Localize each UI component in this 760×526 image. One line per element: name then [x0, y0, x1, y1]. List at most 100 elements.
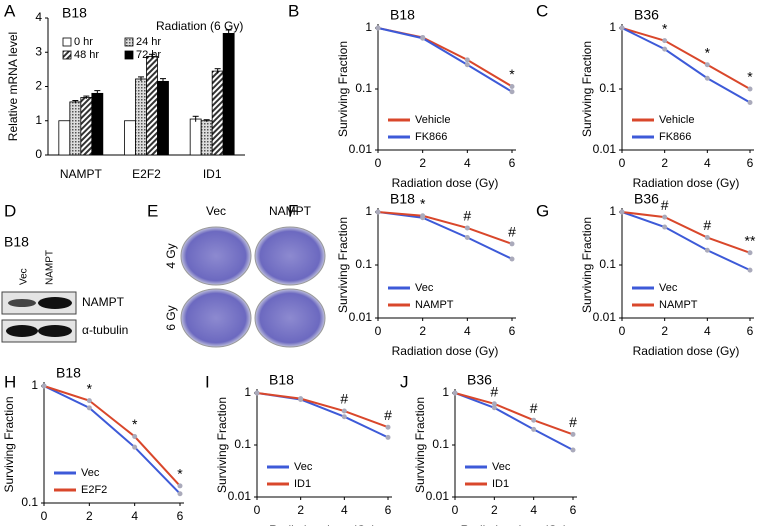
chart-title: B36: [634, 7, 659, 23]
x-tick-label: 0: [375, 324, 382, 338]
y-tick-label: 0.1: [432, 437, 449, 451]
point: [420, 213, 426, 219]
chart-title: B18: [390, 191, 415, 207]
lane-label: Vec: [19, 268, 30, 285]
point: [747, 100, 753, 106]
bar: [157, 80, 169, 156]
annotation: *: [177, 466, 183, 482]
x-tick-label: 6: [177, 509, 184, 523]
annotation: #: [661, 197, 669, 213]
annotation: #: [508, 224, 516, 240]
point: [385, 434, 391, 440]
dish: [180, 288, 252, 348]
x-axis-label: Radiation dose (Gy): [392, 344, 499, 358]
point: [375, 25, 381, 31]
point: [662, 46, 668, 52]
x-tick-label: 6: [570, 503, 577, 517]
series-line: [621, 27, 751, 104]
point: [464, 62, 470, 68]
point: [747, 250, 753, 256]
point: [509, 241, 515, 247]
annotation: #: [463, 208, 471, 224]
legend-swatch: [124, 37, 134, 47]
chart-title: B18: [56, 365, 81, 381]
point: [464, 235, 470, 241]
y-tick-label: 1: [35, 113, 42, 127]
panel-letter: C: [536, 1, 548, 20]
point: [86, 405, 92, 411]
series-line: [256, 392, 389, 439]
chart-title: B36: [467, 372, 492, 388]
x-tick-label: 2: [491, 503, 498, 517]
y-tick-label: 0.1: [599, 257, 616, 271]
x-tick-label: ID1: [203, 167, 222, 181]
x-tick-label: 2: [661, 156, 668, 170]
legend-label: Vec: [81, 467, 100, 479]
legend-swatch: [124, 50, 134, 60]
panel-letter: A: [4, 1, 16, 20]
point: [704, 247, 710, 253]
y-axis-label: Surviving Fraction: [413, 397, 427, 493]
x-tick-label: 4: [131, 509, 138, 523]
series-line: [377, 27, 513, 88]
point: [704, 62, 710, 68]
legend-label: ID1: [492, 478, 509, 490]
x-tick-label: 0: [452, 503, 459, 517]
x-tick-label: 2: [661, 324, 668, 338]
point: [531, 417, 537, 423]
blot-band: [8, 299, 36, 307]
x-tick-label: E2F2: [132, 167, 161, 181]
series-line: [256, 392, 389, 429]
y-tick-label: 0.1: [21, 495, 38, 509]
x-tick-label: 4: [464, 156, 471, 170]
chart-title: B18: [269, 372, 294, 388]
point: [177, 483, 183, 489]
point: [86, 398, 92, 404]
series-line: [377, 27, 513, 93]
series-line: [377, 211, 513, 245]
y-axis-label: Surviving Fraction: [580, 217, 594, 313]
y-axis-label: Surviving Fraction: [336, 217, 350, 313]
point: [254, 390, 260, 396]
annotation: #: [703, 217, 711, 233]
point: [298, 396, 304, 402]
y-tick-label: 0.01: [349, 310, 373, 324]
annotation: *: [662, 20, 668, 36]
bar: [69, 101, 82, 156]
point: [704, 75, 710, 81]
annotation: *: [509, 66, 515, 82]
series-line: [43, 385, 181, 495]
x-tick-label: 4: [464, 324, 471, 338]
legend-label: 48 hr: [74, 49, 99, 61]
x-tick-label: 6: [747, 324, 754, 338]
column-label: NAMPT: [269, 204, 312, 218]
panel-letter: F: [288, 201, 298, 220]
annotation: *: [87, 380, 93, 396]
point: [570, 431, 576, 437]
series-line: [621, 211, 751, 272]
panel-letter: E: [147, 201, 158, 220]
point: [491, 405, 497, 411]
point: [570, 447, 576, 453]
legend-label: Vec: [294, 461, 313, 473]
point: [747, 267, 753, 273]
series-line: [621, 211, 751, 254]
x-tick-label: 0: [619, 324, 626, 338]
y-tick-label: 0.01: [426, 489, 450, 503]
x-axis-label: Radiation dose (Gy): [461, 523, 568, 526]
point: [177, 491, 183, 497]
point: [385, 424, 391, 430]
y-axis-label: Surviving Fraction: [215, 397, 229, 493]
bar: [200, 120, 213, 156]
legend-label: 0 hr: [74, 36, 93, 48]
y-tick-label: 2: [35, 79, 42, 93]
point: [509, 89, 515, 95]
y-tick-label: 0.01: [228, 489, 252, 503]
point: [452, 390, 458, 396]
annotation: **: [745, 232, 756, 248]
point: [662, 214, 668, 220]
blot-band: [6, 325, 38, 337]
legend-swatch: [62, 50, 72, 60]
x-tick-label: 6: [385, 503, 392, 517]
point: [132, 444, 138, 450]
